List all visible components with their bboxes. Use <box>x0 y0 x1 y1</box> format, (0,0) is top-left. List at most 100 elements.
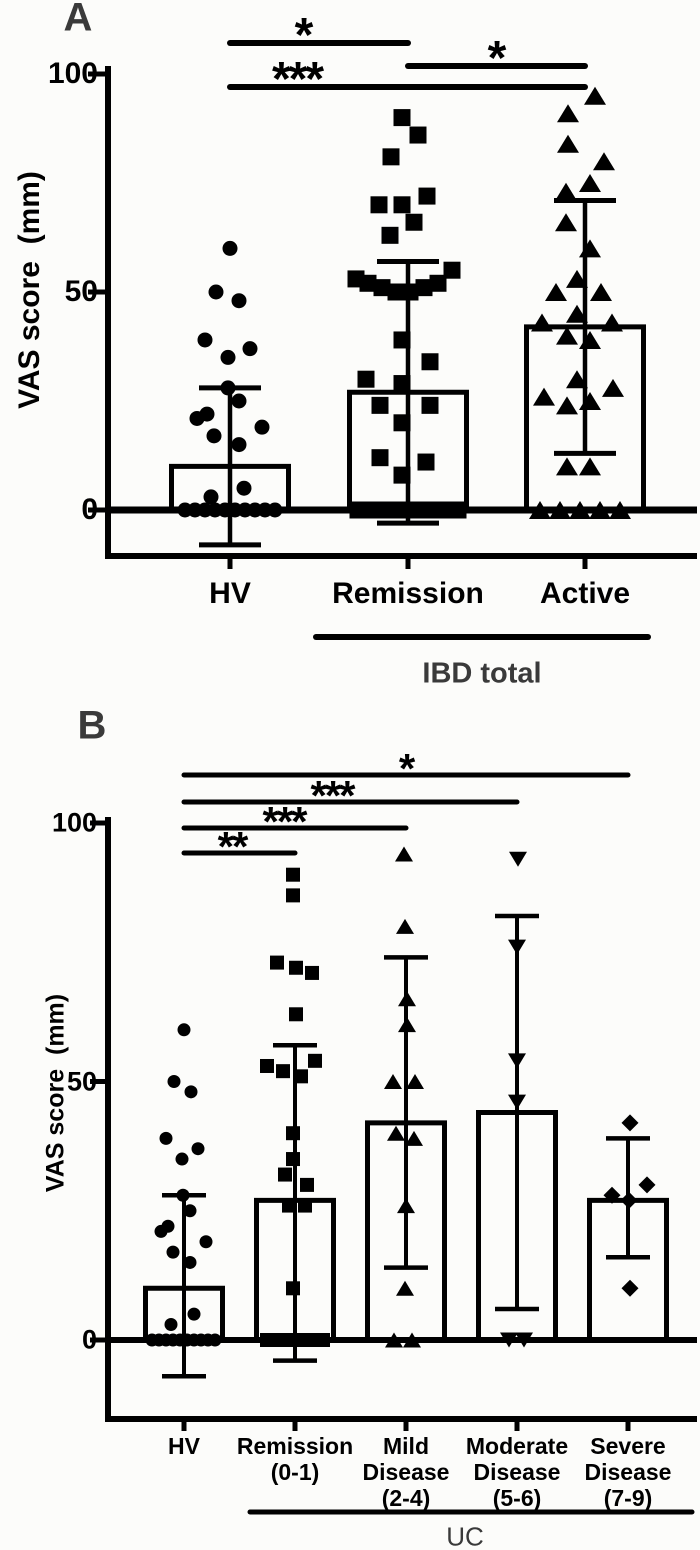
data-point-square <box>393 109 411 127</box>
data-point-circle <box>187 1307 201 1321</box>
significance-stars: *** <box>262 798 308 845</box>
data-point-square <box>260 1058 274 1073</box>
data-point-triangle-up <box>593 152 615 171</box>
data-point-circle <box>208 284 224 300</box>
data-point-square <box>417 453 435 471</box>
panel-a-letter: A <box>63 0 93 40</box>
data-point-diamond <box>620 1191 638 1209</box>
data-point-circle <box>184 1085 198 1099</box>
data-point-square <box>289 1007 303 1022</box>
significance-stars: * <box>488 32 507 85</box>
data-point-square <box>361 501 379 519</box>
data-point-square <box>424 501 442 519</box>
category-label: Active <box>540 579 630 609</box>
data-point-square <box>399 501 417 519</box>
data-point-square <box>449 501 467 519</box>
category-label: Severe Disease (7-9) <box>585 1433 672 1511</box>
data-point-circle <box>164 1317 178 1331</box>
data-point-square <box>443 261 461 279</box>
y-axis-tick-label: 100 <box>47 57 98 90</box>
data-point-square <box>371 396 389 414</box>
data-point-square <box>415 279 433 297</box>
data-point-triangle-up <box>556 457 578 476</box>
data-point-circle <box>231 393 247 409</box>
significance-stars: * <box>295 9 314 62</box>
data-point-triangle-up <box>555 182 577 201</box>
data-point-square <box>401 283 419 301</box>
data-point-circle <box>242 341 258 357</box>
data-point-circle <box>154 1224 168 1238</box>
data-point-triangle-down <box>508 1053 526 1069</box>
data-point-square <box>294 1069 308 1084</box>
data-point-circle <box>199 1235 213 1249</box>
data-point-triangle-up <box>398 1017 416 1033</box>
data-point-triangle-up <box>566 370 588 389</box>
data-point-triangle-up <box>396 918 414 934</box>
data-point-square <box>373 279 391 297</box>
category-label-line: Remission <box>236 1433 354 1459</box>
category-label: Moderate Disease (5-6) <box>466 1433 568 1511</box>
category-label-line: (2-4) <box>381 1485 431 1511</box>
data-point-circle <box>231 293 247 309</box>
data-point-square <box>286 1126 300 1141</box>
data-point-square <box>386 501 404 519</box>
data-point-triangle-up <box>387 1125 405 1141</box>
panel-b-letter: B <box>77 703 107 748</box>
data-point-circle <box>267 502 283 518</box>
data-point-triangle-up <box>569 501 591 519</box>
significance-stars: *** <box>310 772 356 819</box>
data-point-diamond <box>638 1176 656 1194</box>
data-point-triangle-up <box>602 378 624 397</box>
data-point-triangle-up <box>601 313 623 332</box>
data-point-triangle-up <box>579 239 601 258</box>
data-point-circle <box>166 1245 180 1259</box>
data-point-circle <box>222 240 238 256</box>
data-point-square <box>409 126 427 144</box>
data-point-triangle-up <box>556 396 578 415</box>
data-point-circle <box>159 1131 173 1145</box>
data-point-triangle-up <box>395 846 413 862</box>
data-point-triangle-down <box>509 851 527 867</box>
data-point-square <box>393 466 411 484</box>
data-point-triangle-up <box>566 304 588 323</box>
data-point-square <box>270 955 284 970</box>
category-label: HV <box>209 579 251 609</box>
data-point-triangle-up <box>590 283 612 301</box>
data-point-circle <box>183 1255 197 1269</box>
data-point-triangle-up <box>405 1130 423 1146</box>
data-point-circle <box>231 437 247 453</box>
data-point-square <box>298 1198 312 1213</box>
data-point-triangle-down <box>508 939 526 955</box>
category-label: Remission <box>332 579 484 609</box>
data-point-diamond <box>621 1114 639 1132</box>
category-label-line: Disease <box>362 1459 450 1485</box>
data-point-circle <box>167 1075 181 1088</box>
data-point-circle <box>189 410 205 426</box>
category-label-line: Moderate <box>465 1433 569 1459</box>
data-point-circle <box>254 419 270 435</box>
data-point-diamond <box>603 1186 621 1204</box>
data-point-square <box>286 1152 300 1167</box>
data-point-triangle-up <box>557 134 579 153</box>
data-point-circle <box>176 1188 190 1202</box>
category-label: Mild Disease (2-4) <box>363 1433 450 1511</box>
data-point-square <box>421 396 439 414</box>
data-point-square <box>286 888 300 903</box>
data-point-triangle-up <box>385 1332 403 1348</box>
data-point-triangle-up <box>384 1074 402 1089</box>
data-point-triangle-up <box>529 501 551 519</box>
data-point-square <box>418 187 436 205</box>
data-point-circle <box>220 349 236 365</box>
data-point-square <box>393 196 411 214</box>
data-point-square <box>286 867 300 882</box>
panel-b-group-annotation-label: UC <box>446 1521 484 1550</box>
category-label-line: (0-1) <box>270 1459 320 1485</box>
y-axis-tick-label: 50 <box>66 1066 97 1096</box>
data-point-square <box>393 331 411 349</box>
data-point-square <box>308 1053 322 1068</box>
data-point-triangle-up <box>557 104 579 123</box>
data-point-triangle-up <box>556 326 578 345</box>
category-label-line: Disease <box>584 1459 672 1485</box>
significance-stars: ** <box>218 823 249 870</box>
